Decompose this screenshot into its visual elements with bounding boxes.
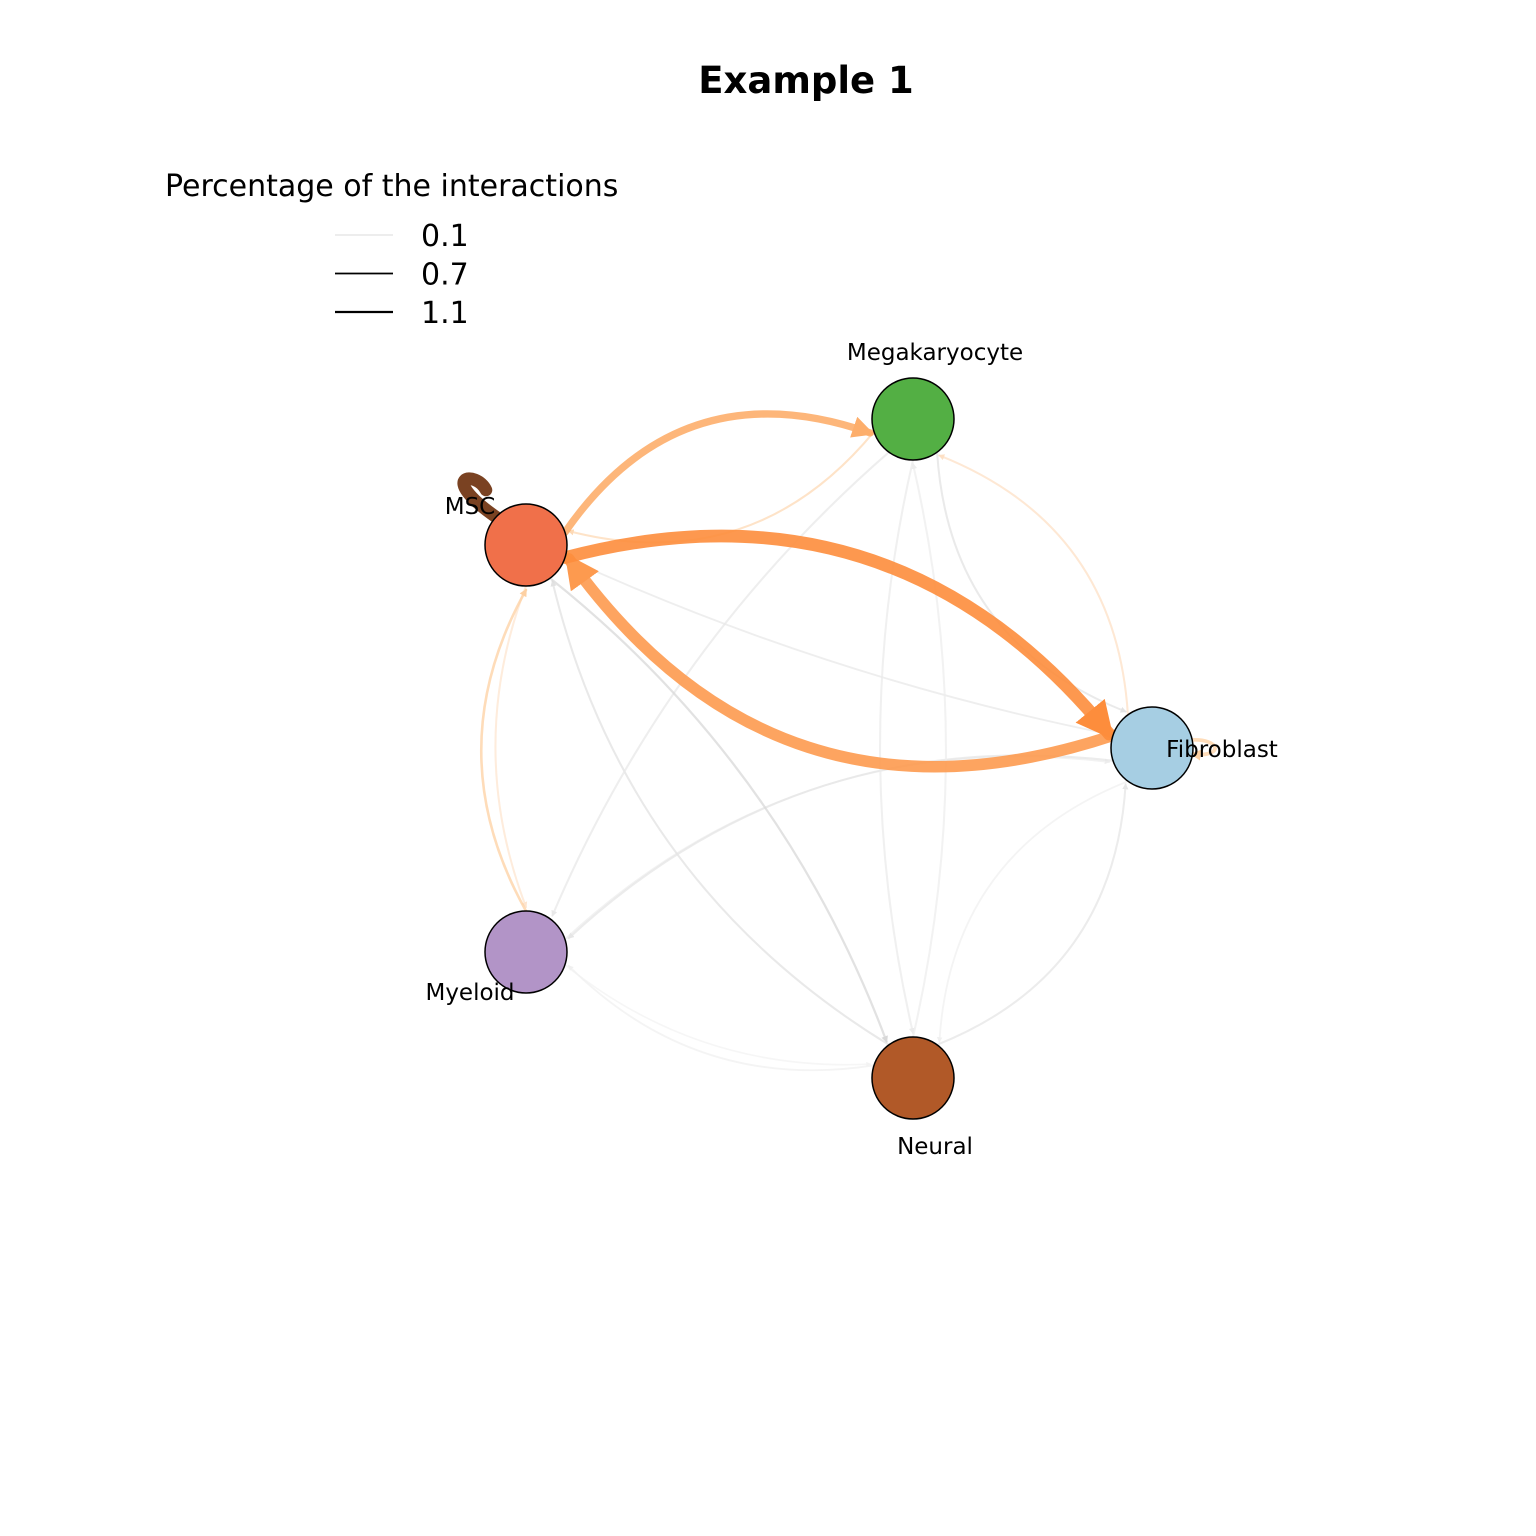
- legend-title: Percentage of the interactions: [165, 169, 618, 204]
- figure-title: Example 1: [698, 59, 914, 102]
- edge-neural-to-fibroblast: [935, 783, 1129, 1046]
- legend: Percentage of the interactions 0.1 0.71.1: [165, 169, 618, 331]
- edge-neural-to-myeloid: [567, 964, 875, 1072]
- node-fibroblast: [1110, 706, 1194, 790]
- edge-msc-to-myeloid: [494, 584, 528, 909]
- edge-megakaryocyte-to-msc: [567, 430, 876, 544]
- node-label-megakaryocyte: Megakaryocyte: [847, 340, 1023, 366]
- legend-label-1: 0.7: [421, 258, 469, 293]
- node-label-msc: MSC: [445, 494, 496, 520]
- edge-fibroblast-to-msc: [563, 553, 1119, 773]
- node-label-neural: Neural: [897, 1134, 973, 1160]
- edges-layer: [457, 410, 1217, 1072]
- edge-msc-to-neural: [548, 577, 888, 1043]
- edge-fibroblast-to-myeloid: [567, 754, 1115, 940]
- legend-label-2: 1.1: [421, 296, 469, 331]
- node-label-fibroblast: Fibroblast: [1166, 737, 1278, 763]
- node-msc: [484, 503, 568, 587]
- edge-myeloid-to-neural: [564, 963, 872, 1067]
- edge-neural-to-megakaryocyte: [911, 462, 947, 1039]
- node-megakaryocyte: [871, 377, 955, 461]
- edge-fibroblast-to-neural: [936, 780, 1129, 1043]
- edge-myeloid-to-fibroblast: [564, 755, 1111, 941]
- edge-myeloid-to-msc: [480, 588, 528, 913]
- node-neural: [871, 1036, 955, 1120]
- edge-msc-to-megakaryocyte: [561, 410, 875, 536]
- edge-msc-to-fibroblast: [558, 529, 1116, 741]
- edge-neural-to-msc: [550, 580, 890, 1046]
- edge-megakaryocyte-to-neural: [879, 458, 915, 1035]
- node-myeloid: [484, 910, 568, 994]
- nodes-layer: [484, 377, 1194, 1120]
- edge-fibroblast-to-fibroblast: [1188, 738, 1217, 761]
- edge-fibroblast-to-megakaryocyte: [938, 454, 1129, 716]
- legend-label-0: 0.1: [421, 219, 469, 254]
- node-labels-layer: Megakaryocyte MSC Fibroblast Myeloid Neural: [425, 340, 1277, 1160]
- node-label-myeloid: Myeloid: [425, 980, 514, 1006]
- edge-megakaryocyte-to-fibroblast: [936, 451, 1127, 713]
- edge-megakaryocyte-to-myeloid: [551, 451, 890, 917]
- edge-msc-to-fibroblast: [564, 556, 1111, 736]
- edge-msc-to-msc: [457, 472, 503, 524]
